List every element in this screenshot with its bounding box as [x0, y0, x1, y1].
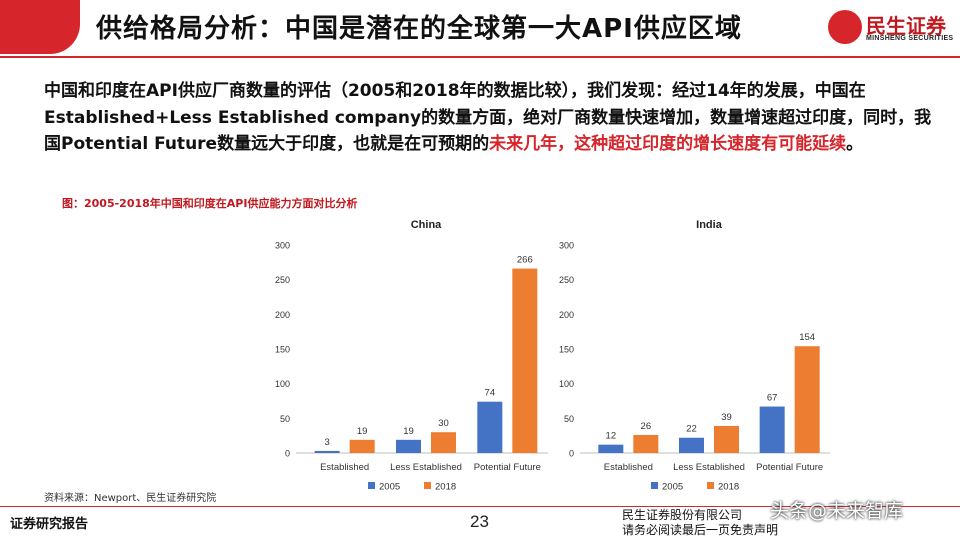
legend-label: 2005	[379, 482, 400, 493]
category-label: Less Established	[390, 462, 462, 473]
data-label: 26	[641, 421, 652, 432]
data-label: 22	[686, 424, 697, 435]
bar-charts: China050100150200250300Established319Les…	[275, 219, 830, 493]
y-tick-label: 150	[559, 345, 574, 355]
bar-2005	[477, 401, 503, 453]
y-tick-label: 150	[275, 345, 290, 355]
page-title: 供给格局分析：中国是潜在的全球第一大API供应区域	[96, 14, 742, 44]
category-label: Less Established	[673, 462, 745, 473]
bar-2018	[633, 434, 659, 453]
legend-label: 2005	[662, 482, 683, 493]
bar-2018	[794, 346, 820, 453]
legend-label: 2018	[435, 482, 456, 493]
footer-company: 民生证券股份有限公司	[622, 508, 743, 522]
data-label: 67	[767, 393, 778, 404]
logo-emblem-icon	[828, 10, 862, 44]
chart-area: China 0 50 100 150 200 250 300 Established 3 19 Les…	[266, 210, 846, 500]
chart-title: China	[411, 219, 442, 231]
page-number: 23	[470, 512, 489, 531]
data-label: 19	[357, 426, 368, 437]
footer-disclaimer: 民生证券股份有限公司 请务必阅读最后一页免责声明	[622, 508, 778, 538]
title-accent-tab	[0, 0, 80, 54]
data-label: 30	[438, 418, 449, 429]
data-label: 3	[325, 437, 330, 448]
y-tick-label: 200	[275, 310, 290, 320]
bar-2005	[598, 444, 624, 453]
watermark: 头条@未来智库	[770, 500, 904, 522]
logo-name: 民生证券	[866, 14, 946, 38]
footer-divider	[0, 506, 960, 507]
data-label: 154	[799, 332, 815, 343]
chart-title: India	[696, 219, 723, 231]
y-tick-label: 100	[275, 379, 290, 389]
category-label: Potential Future	[474, 462, 541, 473]
legend-swatch-2018	[424, 482, 431, 489]
footer-notice: 请务必阅读最后一页免责声明	[622, 523, 779, 537]
y-tick-label: 200	[559, 310, 574, 320]
logo-english-name: MINSHENG SECURITIES	[866, 35, 954, 42]
category-label: Established	[320, 462, 369, 473]
legend-label: 2018	[718, 482, 739, 493]
bar-2018	[512, 268, 538, 453]
bar-2005	[679, 437, 704, 453]
bar-2018	[431, 432, 456, 453]
bar-2005	[396, 439, 421, 453]
legend-swatch-2005	[368, 482, 375, 489]
data-label: 12	[606, 431, 617, 442]
data-label: 74	[485, 388, 496, 399]
y-tick-label: 100	[559, 379, 574, 389]
legend-swatch-2005	[651, 482, 658, 489]
y-tick-label: 250	[275, 275, 290, 285]
source-note: 资料来源：Newport、民生证券研究院	[44, 493, 217, 504]
summary-paragraph: 中国和印度在API供应厂商数量的评估（2005和2018年的数据比较），我们发现…	[44, 78, 934, 158]
y-tick-label: 250	[559, 275, 574, 285]
summary-end: 。	[846, 134, 864, 154]
y-tick-label: 300	[275, 241, 290, 251]
figure-caption: 图：2005-2018年中国和印度在API供应能力方面对比分析	[62, 197, 358, 210]
y-tick-label: 0	[285, 449, 290, 459]
y-tick-label: 0	[569, 449, 574, 459]
y-tick-label: 50	[564, 414, 574, 424]
bar-2018	[349, 439, 375, 453]
summary-highlight: 未来几年，这种超过印度的增长速度有可能延续	[489, 134, 847, 154]
bar-2005	[759, 406, 785, 453]
bar-2018	[714, 425, 739, 453]
company-logo: 民生证券 MINSHENG SECURITIES	[826, 6, 960, 50]
data-label: 19	[403, 426, 414, 437]
data-label: 39	[721, 412, 732, 423]
bar-2005	[314, 450, 340, 453]
data-label: 266	[517, 255, 533, 266]
y-tick-label: 300	[559, 241, 574, 251]
category-label: Potential Future	[756, 462, 823, 473]
category-label: Established	[604, 462, 653, 473]
y-tick-label: 50	[280, 414, 290, 424]
summary-text: 中国和印度在API供应厂商数量的评估（2005和2018年的数据比较），我们发现…	[44, 81, 932, 154]
legend-swatch-2018	[707, 482, 714, 489]
header-divider	[0, 56, 960, 58]
footer-report-label: 证券研究报告	[10, 517, 89, 532]
